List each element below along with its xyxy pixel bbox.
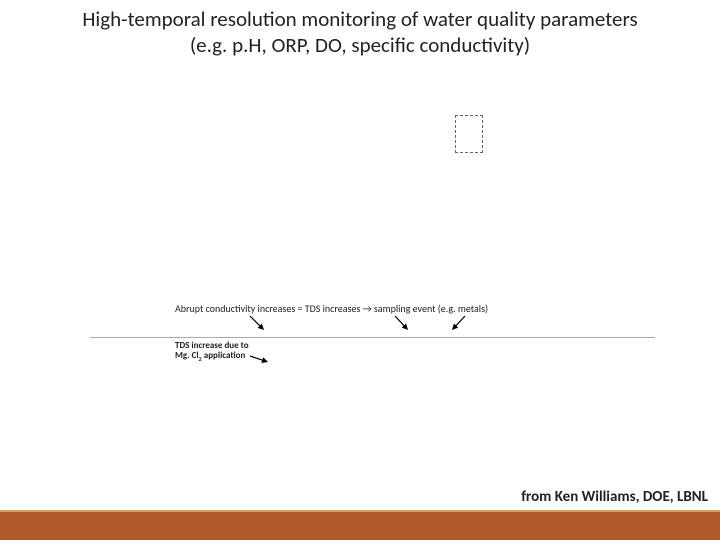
annotation-sampling-event: Abrupt conductivity increases = TDS incr… [175,302,488,315]
missing-glyph-placeholder [455,115,483,153]
arrow-2 [449,313,468,332]
annotation2-line2-pre: Mg. Cl [175,350,199,361]
annotation-tds-increase: TDS increase due to Mg. Cl2 application [175,341,249,363]
arrow-1 [392,313,411,332]
title-line1: High-temporal resolution monitoring of w… [82,6,637,32]
arrow-0 [247,313,267,333]
annotation2-line1: TDS increase due to [175,340,249,351]
horizontal-divider [90,337,655,338]
title-line2: (e.g. p.H, ORP, DO, specific conductivit… [190,32,530,58]
credit-text: from Ken Williams, DOE, LBNL [521,488,708,506]
annotation2-line2-post: application [202,350,246,361]
footer-bar [0,512,720,540]
arrow-3 [249,352,270,366]
slide-title: High-temporal resolution monitoring of w… [0,6,720,59]
